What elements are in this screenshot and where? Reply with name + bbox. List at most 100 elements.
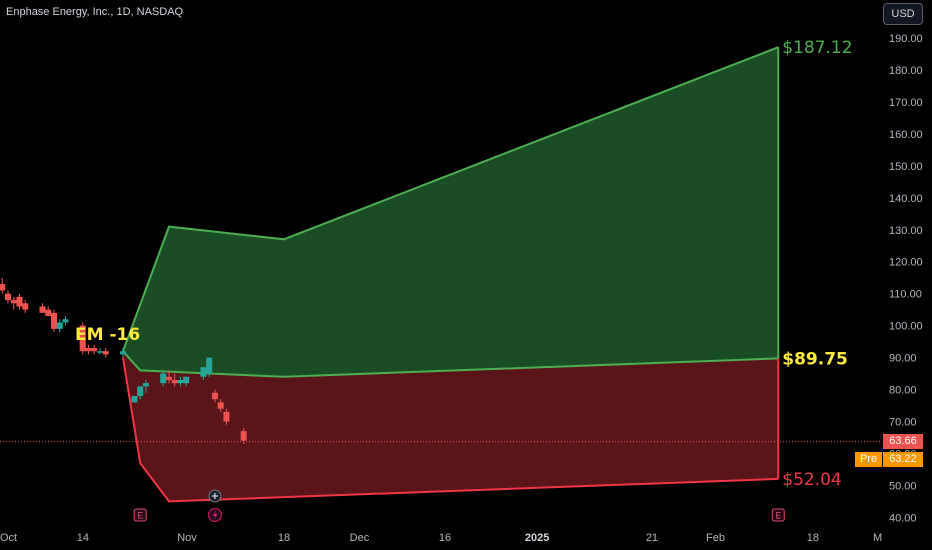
candle-body: [45, 309, 52, 317]
candle: [22, 300, 29, 313]
plus-marker: [208, 489, 222, 503]
y-tick-label: 190.00: [889, 33, 923, 45]
y-tick-label: 140.00: [889, 193, 923, 205]
candle-body: [96, 351, 103, 353]
price-axis: 40.0050.0060.0070.0080.0090.00100.00110.…: [889, 33, 923, 524]
x-tick-label: 14: [77, 532, 89, 544]
candle: [79, 322, 86, 355]
candle: [165, 370, 172, 384]
candle-body: [171, 379, 178, 384]
pre-market-tag: Pre: [855, 452, 882, 468]
candle-body: [91, 348, 98, 352]
lower-band-line: [122, 357, 779, 503]
candle: [240, 427, 247, 444]
currency-button[interactable]: USD: [883, 3, 923, 25]
candle-body: [102, 351, 109, 355]
candle: [160, 370, 167, 387]
candle: [50, 309, 57, 333]
candle-body: [85, 348, 92, 352]
upper-band-fill: [123, 47, 779, 377]
earnings-marker: E: [771, 508, 785, 522]
candle: [16, 293, 23, 310]
candle: [39, 303, 46, 313]
candle-body: [142, 383, 149, 387]
candle: [91, 344, 98, 355]
upper-target-label: $187.12: [782, 38, 852, 58]
candle: [96, 348, 103, 355]
x-tick-label: 16: [439, 532, 451, 544]
candle: [62, 316, 69, 326]
candle-body: [5, 293, 11, 301]
candle: [119, 348, 126, 358]
candle: [142, 379, 149, 393]
candlestick-series: [0, 277, 247, 444]
time-axis: Oct 14 Nov 18 Dec 16 2025 21 Feb 18 M: [0, 532, 882, 544]
symbol-header: Enphase Energy, Inc., 1D, NASDAQ: [6, 6, 184, 18]
x-tick-label: Oct: [0, 532, 17, 544]
x-tick-label: 21: [646, 532, 658, 544]
y-tick-label: 50.00: [889, 480, 917, 492]
candle-body: [165, 376, 172, 380]
lightning-icon: [212, 510, 218, 520]
y-tick-label: 110.00: [889, 289, 922, 301]
candle: [10, 296, 17, 310]
plus-icon: [211, 493, 218, 499]
candle: [5, 290, 11, 304]
y-tick-label: 100.00: [889, 321, 923, 333]
candle-body: [131, 395, 138, 403]
earnings-marker-letter: E: [137, 511, 143, 521]
x-tick-label: 18: [807, 532, 819, 544]
lower-target-label: $52.04: [782, 470, 841, 490]
y-tick-label: 160.00: [889, 129, 923, 141]
pre-market-price-badge: 63.22: [883, 452, 923, 468]
em-label: EM -16: [75, 325, 140, 345]
candle-body: [0, 284, 6, 291]
candle: [56, 319, 63, 333]
candle-body: [39, 306, 46, 313]
candle-body: [50, 312, 57, 329]
mid-target-label: $89.75: [782, 349, 848, 369]
candle: [183, 376, 190, 387]
y-tick-label: 90.00: [889, 353, 917, 365]
earnings-marker-box: [133, 508, 147, 522]
candle: [177, 376, 184, 387]
candle-body: [137, 386, 144, 396]
y-tick-label: 130.00: [889, 225, 923, 237]
candle: [200, 367, 207, 380]
candle-body: [217, 402, 224, 409]
x-tick-label: Dec: [350, 532, 370, 544]
candle-body: [240, 431, 247, 441]
candle-body: [10, 300, 17, 304]
y-tick-label: 180.00: [889, 65, 923, 77]
candle-body: [200, 367, 207, 377]
lower-band-fill: [123, 351, 779, 502]
mid-band-line: [122, 350, 779, 378]
y-tick-label: 70.00: [889, 417, 917, 429]
candle: [211, 389, 218, 403]
x-tick-label: Nov: [177, 532, 197, 544]
x-tick-label: 18: [278, 532, 290, 544]
y-tick-label: 40.00: [889, 512, 917, 524]
candle-body: [119, 351, 126, 355]
candle: [45, 306, 52, 317]
y-tick-label: 170.00: [889, 97, 923, 109]
bolt-marker: [207, 507, 223, 523]
candle: [223, 408, 230, 425]
candle-body: [183, 376, 190, 384]
earnings-marker-box: [771, 508, 785, 522]
candle: [206, 357, 213, 377]
candle: [131, 395, 138, 403]
candle-body: [56, 322, 63, 329]
x-tick-label: Feb: [706, 532, 725, 544]
candle-body: [22, 303, 29, 310]
candle-body: [62, 319, 69, 323]
y-tick-label: 80.00: [889, 385, 917, 397]
candle-body: [211, 392, 218, 400]
earnings-marker: E: [133, 508, 147, 522]
candle: [0, 277, 6, 294]
candle: [217, 399, 224, 412]
candle-body: [16, 296, 23, 307]
candle: [137, 386, 144, 400]
